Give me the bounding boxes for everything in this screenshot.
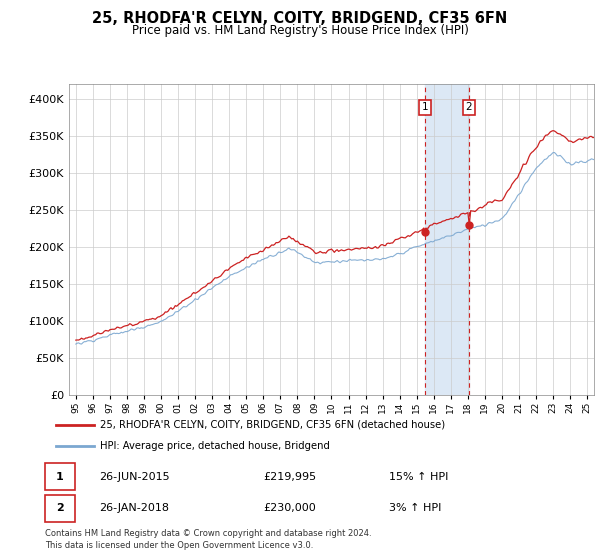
- Text: Price paid vs. HM Land Registry's House Price Index (HPI): Price paid vs. HM Land Registry's House …: [131, 24, 469, 36]
- Text: 26-JUN-2015: 26-JUN-2015: [100, 472, 170, 482]
- Text: 1: 1: [422, 102, 428, 113]
- FancyBboxPatch shape: [45, 496, 75, 521]
- Text: Contains HM Land Registry data © Crown copyright and database right 2024.: Contains HM Land Registry data © Crown c…: [45, 529, 371, 538]
- Text: £230,000: £230,000: [263, 503, 316, 514]
- Text: £219,995: £219,995: [263, 472, 317, 482]
- Text: 25, RHODFA'R CELYN, COITY, BRIDGEND, CF35 6FN: 25, RHODFA'R CELYN, COITY, BRIDGEND, CF3…: [92, 11, 508, 26]
- Text: This data is licensed under the Open Government Licence v3.0.: This data is licensed under the Open Gov…: [45, 541, 313, 550]
- Text: 26-JAN-2018: 26-JAN-2018: [100, 503, 170, 514]
- Text: 2: 2: [56, 503, 64, 514]
- Text: 15% ↑ HPI: 15% ↑ HPI: [389, 472, 448, 482]
- Text: 1: 1: [56, 472, 64, 482]
- Text: HPI: Average price, detached house, Bridgend: HPI: Average price, detached house, Brid…: [100, 441, 329, 451]
- Text: 2: 2: [466, 102, 472, 113]
- FancyBboxPatch shape: [45, 464, 75, 489]
- Text: 25, RHODFA'R CELYN, COITY, BRIDGEND, CF35 6FN (detached house): 25, RHODFA'R CELYN, COITY, BRIDGEND, CF3…: [100, 420, 445, 430]
- Text: 3% ↑ HPI: 3% ↑ HPI: [389, 503, 442, 514]
- Bar: [425, 84, 469, 395]
